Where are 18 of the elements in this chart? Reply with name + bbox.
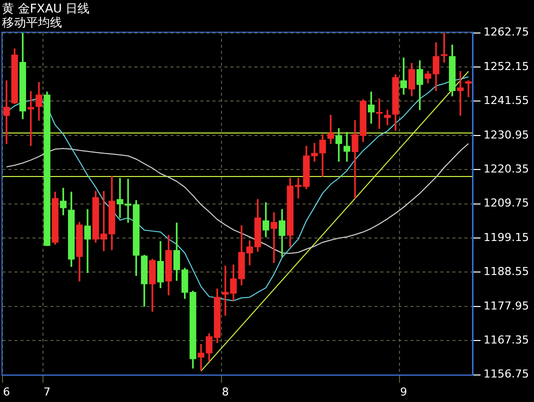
y-tick-label: 1209.75 bbox=[484, 196, 530, 210]
y-tick-label: 1252.15 bbox=[484, 60, 530, 73]
y-tick-label: 1188.55 bbox=[484, 265, 530, 278]
candlestick bbox=[440, 32, 448, 63]
x-tick-label: 7 bbox=[44, 385, 51, 398]
y-tick-label: 1156.75 bbox=[484, 368, 530, 381]
x-tick-label: 8 bbox=[222, 385, 229, 398]
y-tick-label: 1230.95 bbox=[484, 128, 530, 142]
chart-title: 黄 金FXAU 日线 bbox=[2, 1, 90, 16]
y-tick-label: 1262.75 bbox=[484, 26, 530, 39]
x-tick-label: 9 bbox=[400, 385, 408, 398]
y-tick-label: 1167.35 bbox=[484, 333, 530, 346]
y-tick-label: 1177.95 bbox=[484, 299, 530, 312]
y-tick-label: 1241.55 bbox=[484, 94, 530, 108]
x-tick-label: 6 bbox=[3, 385, 10, 398]
chart-subtitle: 移动平均线 bbox=[2, 16, 62, 30]
y-tick-label: 1220.35 bbox=[484, 162, 530, 176]
y-tick-label: 1199.15 bbox=[484, 230, 530, 244]
